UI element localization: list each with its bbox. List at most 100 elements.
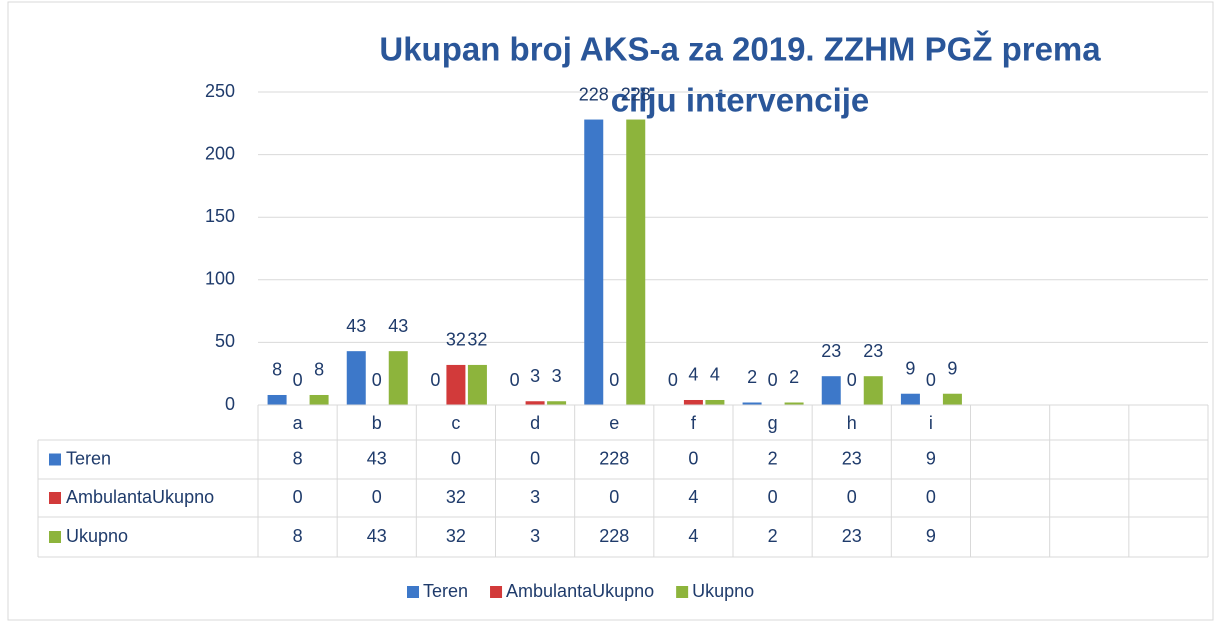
x-tick-label: a — [293, 413, 304, 433]
table-row-label: AmbulantaUkupno — [66, 487, 214, 507]
table-cell: 43 — [367, 448, 387, 468]
data-label: 9 — [905, 358, 915, 378]
table-cell: 228 — [599, 526, 629, 546]
bar — [267, 394, 287, 405]
bar — [547, 401, 567, 405]
table-cell: 0 — [451, 448, 461, 468]
bar — [900, 393, 920, 405]
x-tick-label: g — [768, 413, 778, 433]
table-cell: 2 — [768, 448, 778, 468]
x-tick-label: e — [609, 413, 619, 433]
bar — [784, 402, 804, 405]
data-label: 0 — [609, 370, 619, 390]
y-tick-label: 0 — [225, 394, 235, 414]
table-cell: 4 — [688, 526, 698, 546]
x-tick-label: d — [530, 413, 540, 433]
x-tick-label: h — [847, 413, 857, 433]
table-cell: 0 — [530, 448, 540, 468]
legend-key — [676, 586, 689, 598]
table-cell: 0 — [372, 487, 382, 507]
table-cell: 228 — [599, 448, 629, 468]
legend-key — [49, 453, 61, 466]
data-label: 0 — [510, 370, 520, 390]
table-cell: 0 — [688, 448, 698, 468]
bar — [446, 364, 466, 405]
data-label: 0 — [668, 370, 678, 390]
table-cell: 0 — [847, 487, 857, 507]
y-tick-label: 150 — [205, 206, 235, 226]
data-label: 23 — [863, 341, 883, 361]
bar — [388, 351, 408, 405]
bar — [821, 376, 841, 405]
bar — [863, 376, 883, 405]
y-tick-label: 250 — [205, 81, 235, 101]
table-cell: 9 — [926, 526, 936, 546]
table-row-label: Teren — [66, 448, 111, 468]
table-row-label: Ukupno — [66, 526, 128, 546]
bar — [742, 402, 762, 405]
table-cell: 0 — [609, 487, 619, 507]
data-label: 228 — [621, 84, 651, 104]
chart-title: Ukupan broj AKS-a za 2019. ZZHM PGŽ prem… — [379, 31, 1101, 68]
data-label: 0 — [372, 370, 382, 390]
legend-key — [490, 586, 503, 598]
legend-label: AmbulantaUkupno — [506, 581, 654, 601]
data-label: 0 — [847, 370, 857, 390]
x-tick-label: f — [691, 413, 697, 433]
bar — [705, 399, 725, 405]
data-label: 9 — [947, 358, 957, 378]
table-cell: 2 — [768, 526, 778, 546]
data-label: 23 — [821, 341, 841, 361]
bar — [346, 351, 366, 405]
table-cell: 0 — [926, 487, 936, 507]
data-label: 2 — [747, 367, 757, 387]
table-cell: 0 — [768, 487, 778, 507]
table-cell: 4 — [688, 487, 698, 507]
table-cell: 32 — [446, 487, 466, 507]
data-label: 4 — [710, 365, 720, 385]
legend-label: Ukupno — [692, 581, 754, 601]
table-cell: 3 — [530, 526, 540, 546]
table-cell: 0 — [293, 487, 303, 507]
legend-key — [49, 492, 61, 504]
legend-key — [49, 531, 61, 543]
table-cell: 8 — [293, 526, 303, 546]
data-label: 8 — [314, 360, 324, 380]
table-cell: 23 — [842, 448, 862, 468]
data-label: 3 — [552, 366, 562, 386]
data-label: 2 — [789, 367, 799, 387]
bar — [584, 119, 604, 405]
bar — [626, 119, 646, 405]
data-label: 32 — [446, 330, 466, 350]
y-tick-label: 50 — [215, 331, 235, 351]
data-label: 4 — [688, 365, 698, 385]
data-label: 228 — [579, 84, 609, 104]
y-tick-label: 100 — [205, 269, 235, 289]
bar — [683, 399, 703, 405]
table-cell: 23 — [842, 526, 862, 546]
data-label: 0 — [293, 370, 303, 390]
data-label: 8 — [272, 360, 282, 380]
data-label: 43 — [388, 316, 408, 336]
x-tick-label: b — [372, 413, 382, 433]
data-label: 0 — [768, 370, 778, 390]
table-cell: 43 — [367, 526, 387, 546]
x-tick-label: c — [451, 413, 460, 433]
bar — [309, 394, 329, 405]
data-label: 43 — [346, 316, 366, 336]
table-cell: 3 — [530, 487, 540, 507]
table-cell: 8 — [293, 448, 303, 468]
data-label: 0 — [926, 370, 936, 390]
table-cell: 9 — [926, 448, 936, 468]
y-tick-label: 200 — [205, 143, 235, 163]
legend-label: Teren — [423, 581, 468, 601]
bar — [467, 364, 487, 405]
table-cell: 32 — [446, 526, 466, 546]
data-label: 32 — [467, 330, 487, 350]
data-label: 3 — [530, 366, 540, 386]
data-label: 0 — [430, 370, 440, 390]
bar — [942, 393, 962, 405]
chart-title: cilju intervencije — [611, 82, 870, 119]
legend-key — [407, 586, 419, 598]
